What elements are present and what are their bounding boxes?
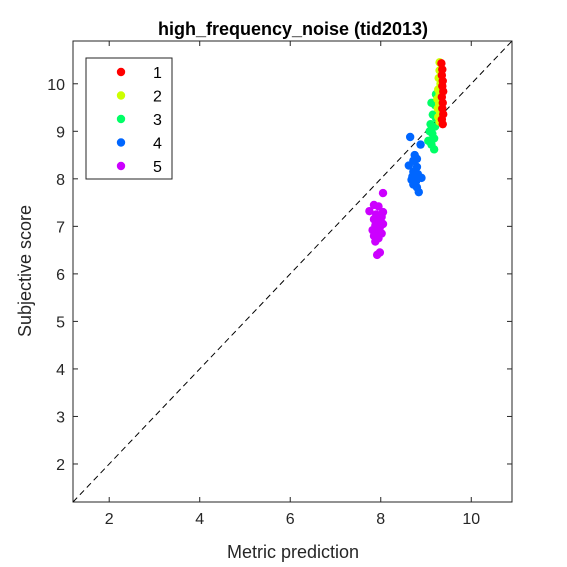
x-tick-label: 6 xyxy=(286,511,295,528)
legend-marker-3 xyxy=(116,114,126,124)
legend-marker-1 xyxy=(116,67,126,77)
y-tick-label: 4 xyxy=(56,362,65,379)
data-point-series-4 xyxy=(404,161,414,170)
y-tick-label: 6 xyxy=(56,267,65,284)
legend-label-1: 1 xyxy=(153,65,162,82)
data-points xyxy=(365,58,448,260)
data-point-series-5 xyxy=(365,206,374,216)
legend-box xyxy=(85,57,173,180)
legend-marker-4 xyxy=(116,138,126,147)
legend-label-2: 2 xyxy=(153,89,162,106)
axis-ticks: 2 4 6 8 10 2 3 4 5 6 7 8 9 10 xyxy=(47,41,512,528)
data-point-series-5 xyxy=(378,188,388,198)
legend-marker-2 xyxy=(116,91,126,100)
x-axis-label: Metric prediction xyxy=(227,542,359,562)
y-tick-label: 3 xyxy=(56,409,65,426)
legend-marker-5 xyxy=(116,161,126,171)
y-axis-label: Subjective score xyxy=(15,205,35,337)
legend-label-4: 4 xyxy=(153,136,162,153)
legend-label-3: 3 xyxy=(153,112,162,129)
y-tick-label: 2 xyxy=(56,457,65,474)
x-tick-label: 2 xyxy=(105,511,114,528)
data-point-series-5 xyxy=(374,202,383,211)
data-point-series-4 xyxy=(405,132,415,142)
data-point-series-4 xyxy=(414,187,423,197)
legend: 1 2 3 4 5 xyxy=(85,57,173,180)
x-tick-label: 8 xyxy=(376,511,385,528)
legend-label-5: 5 xyxy=(153,159,162,176)
data-point-series-3 xyxy=(429,145,439,154)
data-point-series-1 xyxy=(438,119,447,129)
data-point-series-5 xyxy=(372,250,382,260)
data-point-series-1 xyxy=(437,59,446,68)
y-tick-label: 9 xyxy=(56,124,65,141)
data-point-series-5 xyxy=(371,237,380,246)
y-tick-label: 5 xyxy=(56,314,65,331)
data-point-series-4 xyxy=(416,140,425,149)
x-tick-label: 10 xyxy=(462,511,480,528)
x-tick-label: 4 xyxy=(195,511,204,528)
y-tick-label: 7 xyxy=(56,219,65,236)
y-tick-label: 8 xyxy=(56,172,65,189)
chart-title: high_frequency_noise (tid2013) xyxy=(158,19,428,39)
y-tick-label: 10 xyxy=(47,77,65,94)
